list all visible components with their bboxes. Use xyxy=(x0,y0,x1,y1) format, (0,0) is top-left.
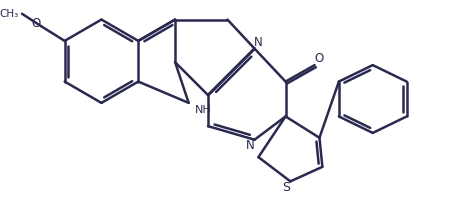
Text: N: N xyxy=(254,36,263,49)
Text: CH₃: CH₃ xyxy=(0,9,19,19)
Text: O: O xyxy=(31,17,40,30)
Text: O: O xyxy=(315,52,324,65)
Text: NH: NH xyxy=(195,105,211,115)
Text: N: N xyxy=(246,139,255,152)
Text: S: S xyxy=(283,181,291,194)
